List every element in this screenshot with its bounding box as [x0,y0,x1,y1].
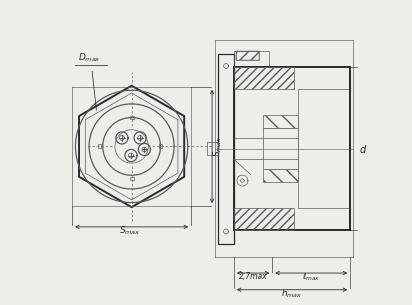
Bar [234,208,295,230]
Bar [234,67,350,230]
Bar [263,128,298,169]
Bar [159,145,162,149]
Text: $S_{max}$: $S_{max}$ [211,136,224,157]
Bar [234,51,269,67]
Text: $d$: $d$ [359,143,368,155]
Bar [298,89,350,208]
Bar [98,145,101,149]
Bar [263,169,298,182]
Bar [236,51,259,60]
Bar [236,51,259,60]
Bar [218,54,234,244]
Text: $h_{max}$: $h_{max}$ [281,287,303,300]
Text: $D_{max}$: $D_{max}$ [78,52,101,64]
Bar [206,142,218,155]
Text: $S_{max}$: $S_{max}$ [119,224,141,237]
Bar [234,67,295,89]
Bar [263,115,298,128]
Text: 2,7max: 2,7max [239,272,267,281]
Bar [130,177,133,180]
Bar [130,116,133,119]
Text: $\ell_{max}$: $\ell_{max}$ [302,271,321,283]
